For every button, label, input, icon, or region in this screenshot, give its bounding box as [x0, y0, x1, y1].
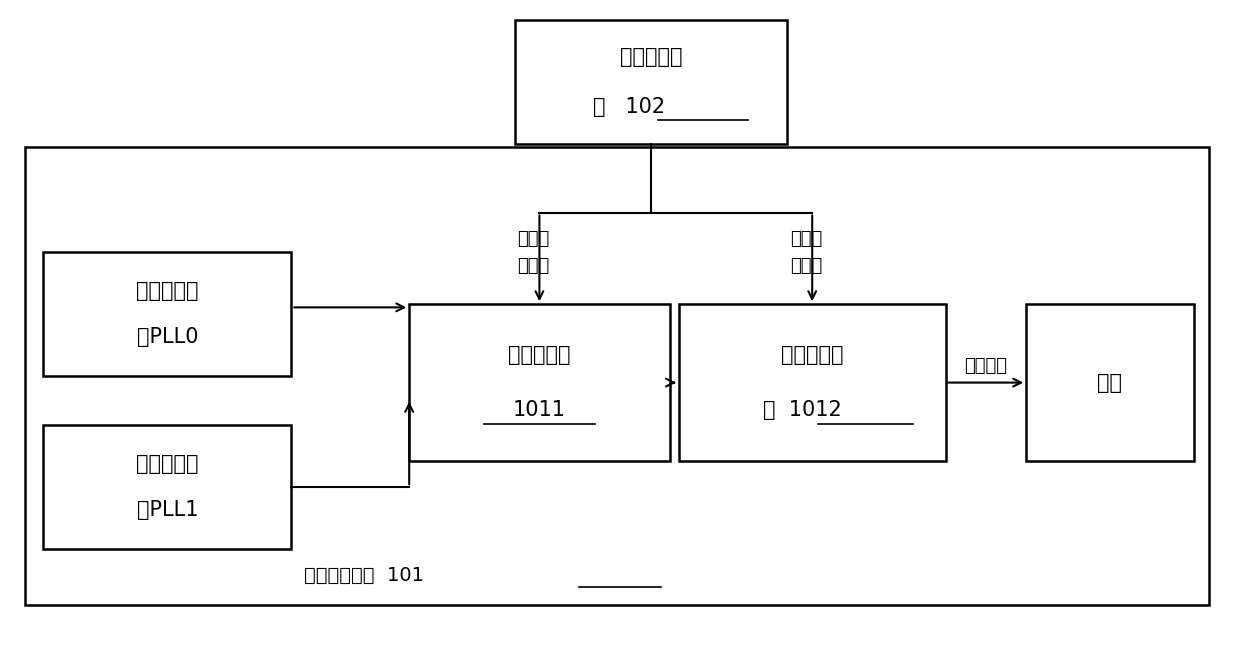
Text: 制信号: 制信号: [517, 257, 549, 275]
Text: 总线: 总线: [1097, 373, 1122, 392]
Text: 时钟分频电: 时钟分频电: [781, 345, 843, 365]
FancyBboxPatch shape: [43, 252, 291, 376]
Text: 元   102: 元 102: [593, 97, 665, 116]
FancyBboxPatch shape: [43, 425, 291, 549]
Text: 总线时钟: 总线时钟: [965, 357, 1007, 375]
Text: 制信号: 制信号: [790, 257, 822, 275]
FancyBboxPatch shape: [409, 304, 670, 461]
FancyBboxPatch shape: [1025, 304, 1193, 461]
Text: 元PLL1: 元PLL1: [136, 500, 198, 520]
Text: 元PLL0: 元PLL0: [136, 327, 198, 347]
Text: 路  1012: 路 1012: [763, 400, 842, 420]
Text: 时钟管理单: 时钟管理单: [620, 47, 682, 67]
Text: 第二时钟单: 第二时钟单: [136, 455, 198, 474]
Text: 第一时钟单: 第一时钟单: [136, 281, 198, 301]
Text: 通路控: 通路控: [517, 230, 549, 248]
Text: 通路选择器: 通路选择器: [508, 345, 570, 365]
Text: 分频控: 分频控: [790, 230, 822, 248]
Text: 时钟产生单元  101: 时钟产生单元 101: [304, 566, 424, 585]
Text: 1011: 1011: [513, 400, 565, 420]
FancyBboxPatch shape: [680, 304, 945, 461]
FancyBboxPatch shape: [515, 20, 787, 144]
FancyBboxPatch shape: [25, 147, 1209, 605]
